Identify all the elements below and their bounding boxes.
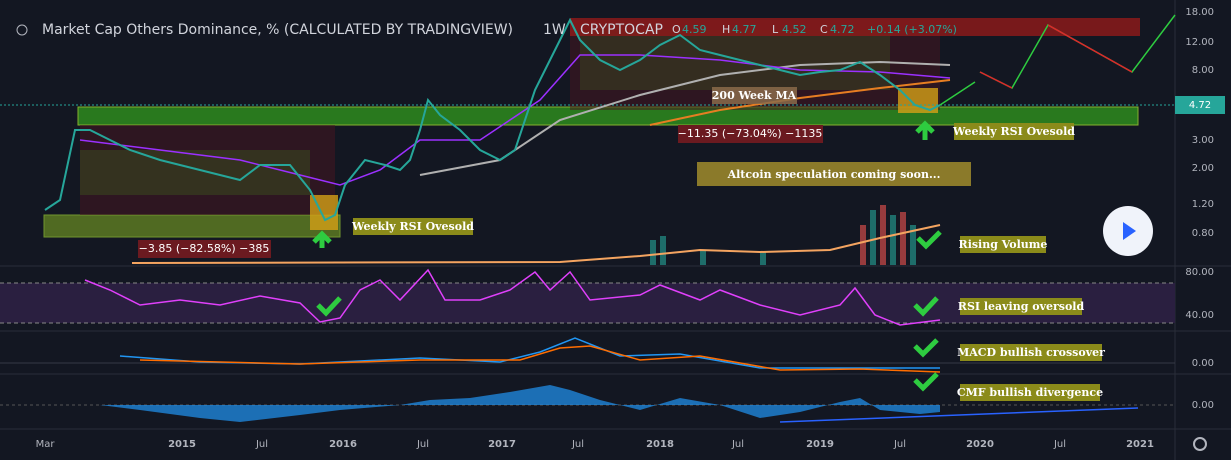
rsi-tick-label: 40.00 — [1185, 310, 1214, 321]
up-arrow — [312, 120, 935, 248]
ohlc-label: C — [820, 23, 828, 36]
macd-tick-label: 0.00 — [1192, 358, 1214, 369]
support-zone — [43, 214, 341, 238]
price-tick-label: 18.00 — [1185, 7, 1214, 18]
ohlc-value: 4.72 — [830, 23, 855, 36]
time-tick-label: 2015 — [168, 439, 196, 450]
settings-icon[interactable] — [1193, 437, 1207, 451]
label-box — [138, 240, 271, 258]
last-price-box — [1175, 96, 1225, 114]
ohlc-value: 4.59 — [682, 23, 707, 36]
price-tick-label: 8.00 — [1192, 65, 1214, 76]
label-box — [353, 218, 473, 235]
collapse-icon[interactable] — [16, 24, 28, 36]
exchange: CRYPTOCAP — [580, 22, 663, 38]
annotation: RSI leaving oversold — [958, 300, 1085, 313]
ohlc-value: 4.52 — [782, 23, 807, 36]
time-tick-label: 2019 — [806, 439, 834, 450]
ohlc-label: H — [722, 23, 730, 36]
time-tick-label: Jul — [893, 439, 906, 450]
signal-line — [139, 345, 941, 373]
ohlc-label: L — [772, 23, 779, 36]
annotation: MACD bullish crossover — [957, 346, 1105, 359]
rsi-line — [84, 268, 941, 326]
label-box — [712, 87, 797, 104]
change: +0.14 (+3.07%) — [867, 23, 957, 36]
price-tick-label: 1.20 — [1192, 199, 1214, 210]
time-tick-label: Jul — [255, 439, 268, 450]
range-box — [80, 150, 310, 195]
time-tick-label: 2018 — [646, 439, 674, 450]
label-box — [960, 236, 1046, 253]
time-tick-label: Jul — [416, 439, 429, 450]
annotation: 200 Week MA — [712, 89, 797, 102]
annotation: −3.85 (−82.58%) −385 — [139, 242, 270, 255]
label-box — [960, 344, 1102, 361]
headline: Altcoin speculation coming soon... — [727, 168, 941, 181]
volume-bars — [650, 205, 916, 265]
divergence-line — [779, 407, 1139, 423]
annotation: Rising Volume — [959, 238, 1048, 251]
range-box — [580, 30, 890, 90]
time-tick-label: Jul — [731, 439, 744, 450]
annotation: −11.35 (−73.04%) −1135 — [678, 127, 823, 140]
time-tick-label: Jul — [1053, 439, 1066, 450]
price-tick-label: 0.80 — [1192, 228, 1214, 239]
ma-200-line — [649, 79, 951, 126]
resistance-zone — [570, 18, 1140, 36]
time-tick-label: 2016 — [329, 439, 357, 450]
checkmarks — [316, 230, 942, 392]
time-tick-label: 2017 — [488, 439, 516, 450]
last-price: 4.72 — [1189, 100, 1211, 111]
ohlc-value: 4.77 — [732, 23, 757, 36]
label-box — [954, 123, 1074, 140]
time-tick-label: 2020 — [966, 439, 994, 450]
price-tick-label: 2.00 — [1192, 163, 1214, 174]
cmf-area — [100, 385, 940, 422]
label-box — [960, 384, 1100, 401]
label-box — [960, 298, 1082, 315]
volume-ma — [131, 224, 941, 264]
projection-arrow — [979, 24, 1133, 89]
ohlc-label: O — [672, 23, 681, 36]
interval: 1W — [543, 22, 566, 38]
time-tick-label: Mar — [36, 439, 56, 450]
rsi-tick-label: 80.00 — [1185, 267, 1214, 278]
time-tick-label: 2021 — [1126, 439, 1154, 450]
play-icon — [1123, 222, 1136, 240]
annotation: Weekly RSI Ovesold — [952, 125, 1075, 138]
cmf-tick-label: 0.00 — [1192, 400, 1214, 411]
time-tick-label: Jul — [571, 439, 584, 450]
price-line — [44, 17, 941, 222]
label-box — [678, 125, 823, 143]
label-box — [697, 162, 971, 186]
price-tick-label: 3.00 — [1192, 135, 1214, 146]
symbol-title: Market Cap Others Dominance, % (CALCULAT… — [42, 22, 513, 38]
annotation: CMF bullish divergence — [957, 386, 1103, 399]
price-tick-label: 12.00 — [1185, 37, 1214, 48]
annotation: Weekly RSI Ovesold — [351, 220, 474, 233]
